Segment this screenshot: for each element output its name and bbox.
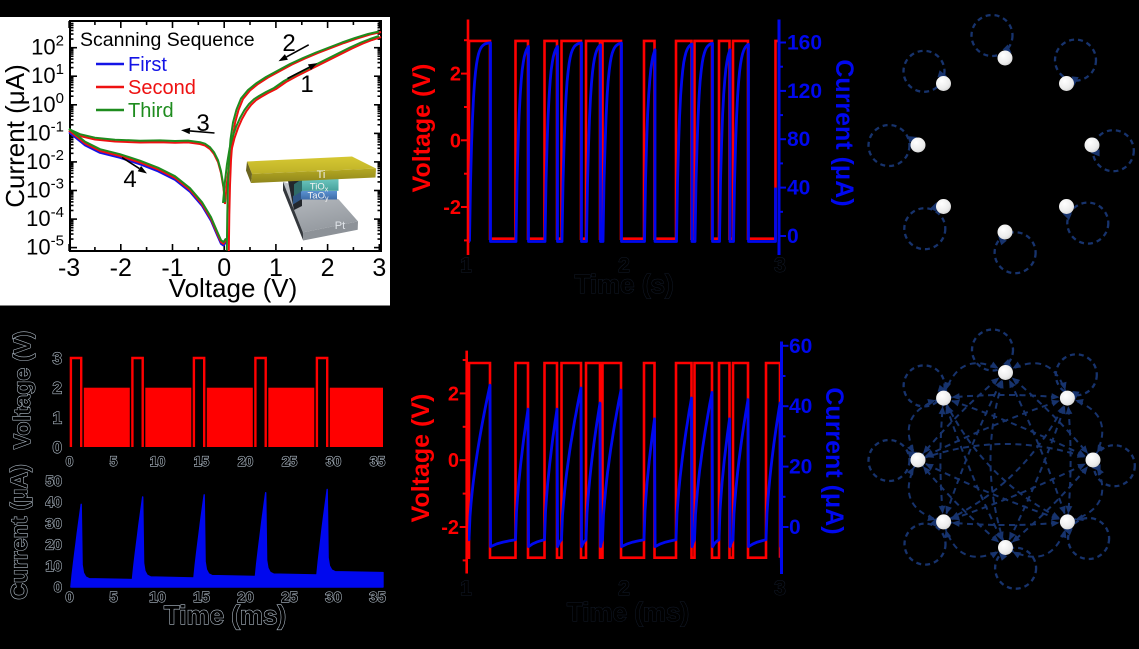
svg-text:2: 2 [618,577,630,600]
svg-text:Voltage (V): Voltage (V) [169,273,298,303]
svg-text:Second: Second [128,77,196,99]
svg-text:1: 1 [269,254,283,282]
svg-text:2: 2 [53,379,62,398]
svg-text:0: 0 [65,589,73,606]
svg-text:40: 40 [789,395,812,418]
svg-text:3: 3 [372,254,386,282]
svg-text:2: 2 [282,30,295,57]
svg-text:25: 25 [281,589,298,606]
svg-text:0: 0 [789,516,801,539]
svg-text:Time (s): Time (s) [574,269,673,299]
svg-text:120: 120 [787,80,822,103]
svg-text:-1: -1 [161,254,183,282]
svg-text:40: 40 [787,177,810,200]
svg-text:30: 30 [325,589,342,606]
svg-text:10: 10 [149,589,166,606]
svg-text:0: 0 [54,579,62,596]
svg-text:10: 10 [45,558,62,575]
svg-text:2: 2 [450,64,461,86]
svg-text:2: 2 [618,254,630,277]
svg-text:Voltage (V): Voltage (V) [407,394,435,523]
svg-text:15: 15 [193,589,210,606]
svg-text:30: 30 [45,515,62,532]
svg-text:-3: -3 [58,254,80,282]
svg-text:-2: -2 [441,517,459,539]
svg-text:80: 80 [787,128,810,151]
svg-text:First: First [128,54,167,76]
svg-text:1: 1 [300,71,313,98]
svg-text:25: 25 [282,453,298,469]
svg-text:Current (μA): Current (μA) [6,464,32,599]
svg-text:0: 0 [450,130,461,152]
svg-text:20: 20 [789,456,812,479]
svg-text:TiOx: TiOx [310,182,329,194]
svg-text:0: 0 [448,450,459,472]
svg-text:50: 50 [45,473,62,490]
svg-text:35: 35 [370,453,386,469]
svg-text:2: 2 [448,383,459,405]
svg-text:Current (μA): Current (μA) [820,387,848,534]
svg-text:40: 40 [45,494,62,511]
svg-text:-2: -2 [443,197,461,219]
svg-text:Voltage (V): Voltage (V) [408,64,436,193]
svg-text:0: 0 [53,438,62,457]
svg-text:5: 5 [110,453,118,469]
svg-text:15: 15 [194,453,210,469]
svg-text:4: 4 [123,166,136,193]
svg-text:1: 1 [460,577,472,600]
svg-text:Voltage (V): Voltage (V) [9,331,35,449]
svg-text:Current (μA): Current (μA) [0,64,30,208]
svg-text:60: 60 [789,335,812,358]
svg-text:3: 3 [774,577,786,600]
svg-text:160: 160 [787,32,822,55]
svg-text:20: 20 [45,537,62,554]
svg-text:Time (ms): Time (ms) [164,600,286,630]
svg-text:3: 3 [196,110,209,137]
svg-text:10: 10 [150,453,166,469]
svg-text:20: 20 [237,589,254,606]
svg-text:0: 0 [66,453,74,469]
svg-text:35: 35 [369,589,386,606]
svg-text:3: 3 [53,349,62,368]
svg-text:2: 2 [321,254,335,282]
svg-text:Pt: Pt [335,220,345,232]
svg-text:Current (μA): Current (μA) [830,59,858,206]
svg-text:30: 30 [326,453,342,469]
svg-text:Third: Third [128,100,174,122]
svg-text:Ti: Ti [317,169,326,181]
svg-text:TaOy: TaOy [308,191,329,203]
svg-text:Scanning Sequence: Scanning Sequence [80,29,255,51]
svg-text:-2: -2 [110,254,132,282]
svg-text:1: 1 [460,254,472,277]
svg-text:5: 5 [109,589,117,606]
svg-text:20: 20 [238,453,254,469]
svg-text:0: 0 [787,225,799,248]
svg-text:Time (ms): Time (ms) [567,597,689,627]
svg-text:1: 1 [53,408,62,427]
svg-text:0: 0 [217,254,231,282]
svg-text:3: 3 [774,254,786,277]
svg-text:101: 101 [31,61,64,88]
